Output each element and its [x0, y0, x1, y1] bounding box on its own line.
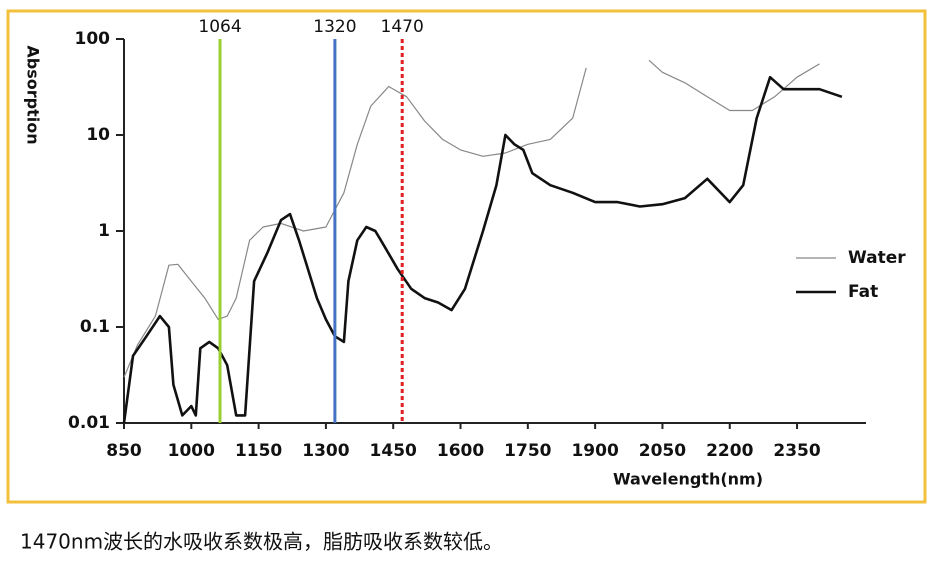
legend-label: Water: [848, 248, 906, 268]
y-axis-title: Absorption: [24, 45, 43, 144]
x-tick-label: 850: [106, 441, 142, 461]
series-line: [648, 59, 820, 112]
marker-label: 1064: [198, 17, 241, 37]
y-tick-label: 0.01: [68, 413, 110, 433]
x-tick-label: 1450: [370, 441, 417, 461]
x-tick-label: 2350: [773, 441, 820, 461]
legend-label: Fat: [848, 282, 878, 302]
x-tick-label: 1600: [437, 441, 484, 461]
x-tick-label: 1150: [235, 441, 282, 461]
y-tick-label: 1: [98, 221, 110, 241]
y-tick-label: 10: [86, 125, 110, 145]
series-line: [122, 75, 843, 424]
x-tick-label: 1750: [504, 441, 551, 461]
marker-label: 1470: [381, 17, 424, 37]
y-tick-label: 0.1: [80, 317, 110, 337]
series-line: [123, 67, 587, 378]
x-axis-title: Wavelength(nm): [613, 470, 763, 489]
x-tick-label: 1300: [302, 441, 349, 461]
x-tick-label: 1000: [168, 441, 215, 461]
x-tick-label: 2050: [639, 441, 686, 461]
x-tick-label: 1900: [571, 441, 618, 461]
x-tick-label: 2200: [706, 441, 753, 461]
frame: [6, 9, 927, 504]
marker-label: 1320: [313, 17, 356, 37]
y-tick-label: 100: [75, 29, 111, 49]
caption: 1470nm波长的水吸收系数极高，脂肪吸收系数较低。: [20, 530, 503, 554]
